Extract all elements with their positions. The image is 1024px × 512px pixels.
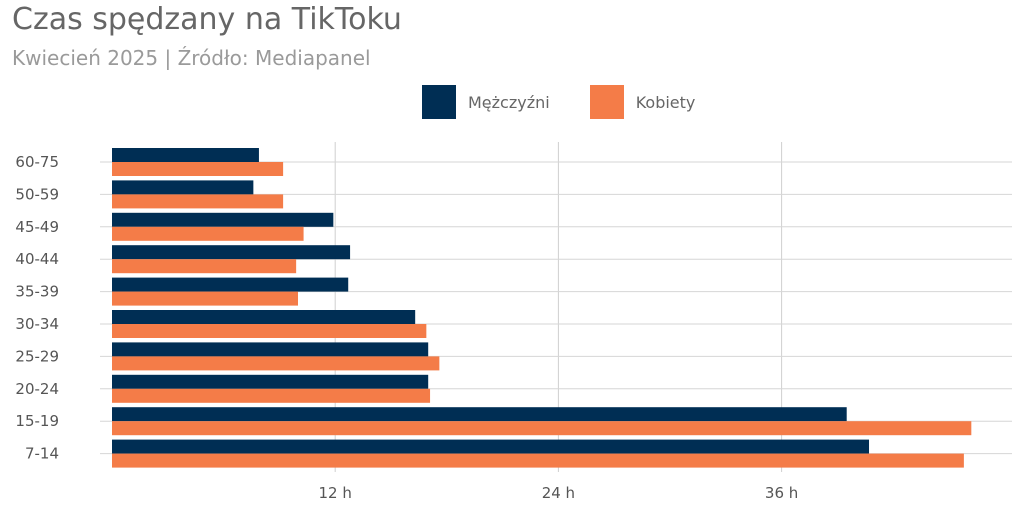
- y-tick-label: 40-44: [15, 250, 59, 268]
- bar-men-45-49: [112, 212, 334, 227]
- legend: Mężczyźni Kobiety: [422, 85, 705, 119]
- bar-women-20-24: [112, 388, 431, 403]
- y-tick-label: 45-49: [15, 218, 59, 236]
- y-tick-label: 25-29: [15, 347, 59, 365]
- bar-men-35-39: [112, 277, 349, 292]
- bar-women-25-29: [112, 356, 440, 371]
- bar-women-7-14: [112, 453, 964, 468]
- bar-men-15-19: [112, 407, 847, 422]
- legend-item-women: Kobiety: [589, 85, 696, 119]
- bar-men-50-59: [112, 180, 254, 195]
- bar-men-20-24: [112, 374, 429, 389]
- y-tick-label: 35-39: [15, 283, 59, 301]
- bar-men-7-14: [112, 439, 870, 454]
- x-tick-label: 36 h: [765, 484, 798, 502]
- legend-item-men: Mężczyźni: [422, 85, 550, 119]
- legend-swatch-men: [422, 85, 456, 119]
- y-tick-label: 60-75: [15, 153, 59, 171]
- bar-men-60-75: [112, 148, 259, 162]
- y-tick-label: 7-14: [25, 445, 59, 463]
- legend-label-women: Kobiety: [635, 92, 696, 112]
- bar-women-45-49: [112, 226, 304, 241]
- legend-label-men: Mężczyźni: [468, 92, 550, 112]
- chart-title: Czas spędzany na TikToku: [12, 2, 402, 37]
- y-tick-label: 30-34: [15, 315, 59, 333]
- bar-women-60-75: [112, 162, 284, 176]
- y-tick-label: 50-59: [15, 185, 59, 203]
- y-tick-label: 15-19: [15, 412, 59, 430]
- bar-men-25-29: [112, 342, 429, 357]
- x-tick-label: 24 h: [542, 484, 575, 502]
- bar-women-40-44: [112, 259, 297, 274]
- bar-men-30-34: [112, 310, 416, 324]
- bar-women-30-34: [112, 324, 427, 338]
- bar-women-35-39: [112, 291, 298, 306]
- y-tick-label: 20-24: [15, 380, 59, 398]
- bar-women-50-59: [112, 194, 284, 209]
- chart-subtitle: Kwiecień 2025 | Źródło: Mediapanel: [12, 46, 371, 70]
- bar-men-40-44: [112, 245, 351, 260]
- bar-women-15-19: [112, 421, 972, 436]
- x-tick-label: 12 h: [319, 484, 352, 502]
- legend-swatch-women: [589, 85, 624, 119]
